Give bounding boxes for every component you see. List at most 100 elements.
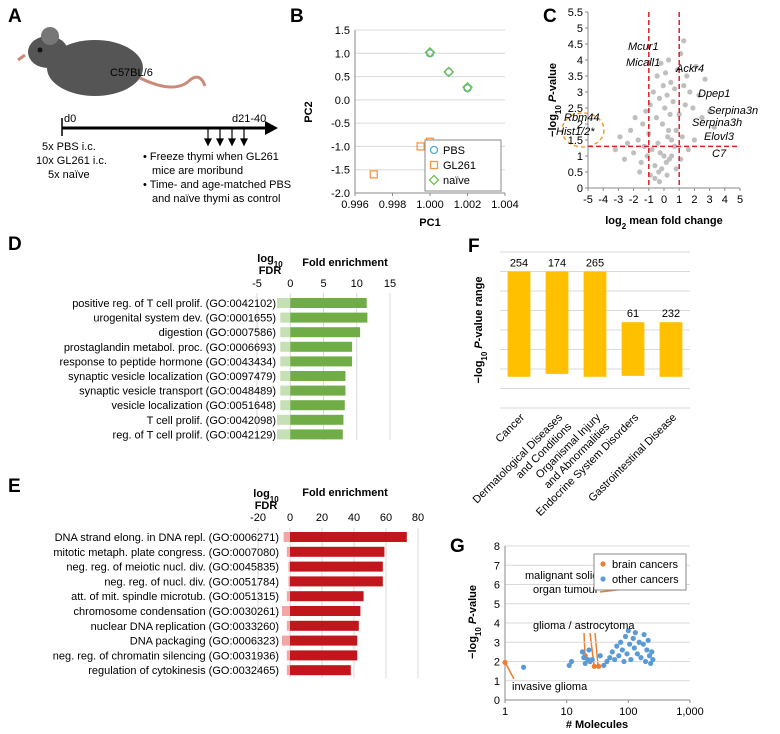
bar xyxy=(290,327,361,338)
point xyxy=(614,643,620,649)
y-tick-label: 5.5 xyxy=(568,7,583,19)
fdr-bar xyxy=(282,635,290,646)
annotation: C7 xyxy=(712,148,727,160)
category-label: nuclear DNA replication (GO:0033260) xyxy=(91,621,279,633)
x-tick-label: -3 xyxy=(614,194,624,206)
x-tick-label: 0 xyxy=(287,278,293,290)
x-tick-label: 10 xyxy=(561,706,573,718)
y-axis-title-part: 10 xyxy=(474,627,483,636)
bar xyxy=(290,312,368,323)
panel-label: E xyxy=(8,476,21,497)
bar xyxy=(290,591,364,602)
legend-marker xyxy=(600,576,606,582)
point xyxy=(646,653,653,659)
y-tick-label: 4 xyxy=(494,618,500,630)
point xyxy=(462,81,473,93)
fdr-header: FDR xyxy=(259,265,282,277)
y-tick-label: 4.5 xyxy=(568,39,583,51)
note: • Time- and age-matched PBS xyxy=(143,179,291,191)
point xyxy=(707,108,713,114)
point xyxy=(443,66,455,78)
y-axis-title-part: 10 xyxy=(554,105,563,114)
point xyxy=(662,105,668,111)
point xyxy=(664,92,670,98)
fdr-header: log10 xyxy=(253,488,279,504)
y-tick-label: 2 xyxy=(577,119,583,131)
fdr-bar xyxy=(276,414,291,425)
legend-marker xyxy=(429,160,439,170)
point xyxy=(612,656,618,663)
y-axis-title: PC2 xyxy=(303,101,315,122)
bar xyxy=(290,620,359,631)
bar xyxy=(290,650,358,661)
point xyxy=(604,658,610,665)
mouse-nose xyxy=(17,53,26,62)
bar xyxy=(290,400,345,411)
fdr-bar xyxy=(288,561,290,572)
x-tick-label: -5 xyxy=(252,278,262,290)
point xyxy=(637,169,643,175)
x-axis-title-part: mean fold change xyxy=(629,215,723,227)
category-label: neg. reg. of meiotic nucl. div. (GO:0045… xyxy=(66,562,279,574)
point xyxy=(668,79,674,85)
timeline-arrowhead xyxy=(265,121,278,135)
count-label: 265 xyxy=(586,258,604,270)
point xyxy=(652,175,658,181)
y-tick-label: 5 xyxy=(494,599,500,611)
value-header: Fold enrichment xyxy=(302,257,388,269)
fdr-bar xyxy=(286,665,290,676)
x-tick-label: -4 xyxy=(598,194,608,206)
x-tick-label: 2 xyxy=(691,194,697,206)
point xyxy=(690,105,696,111)
point xyxy=(649,649,655,655)
y-tick-label: 2 xyxy=(494,657,500,669)
bar xyxy=(290,371,346,381)
point xyxy=(659,121,666,127)
point xyxy=(645,637,651,643)
x-axis-title-part: log xyxy=(605,215,622,227)
point xyxy=(643,108,649,114)
point xyxy=(627,127,634,133)
category-label: T cell prolif. (GO:0042098) xyxy=(147,415,276,427)
point xyxy=(612,147,618,153)
y-tick-label: 1.0 xyxy=(335,48,350,60)
y-tick-label: 3 xyxy=(577,87,583,99)
point xyxy=(681,38,687,44)
category-label: regulation of cytokinesis (GO:0032465) xyxy=(88,665,279,677)
x-tick-label: 1,000 xyxy=(676,706,704,718)
point xyxy=(607,655,613,661)
x-axis-title: # Molecules xyxy=(566,719,628,731)
point xyxy=(582,660,588,667)
category-label: response to peptide hormone (GO:0043434) xyxy=(60,356,276,368)
count-label: 61 xyxy=(627,308,639,320)
x-tick-label: 40 xyxy=(348,512,360,524)
x-tick-label: 60 xyxy=(380,512,392,524)
point xyxy=(682,102,688,108)
bar xyxy=(290,546,385,557)
y-tick-label: 3 xyxy=(494,637,500,649)
point xyxy=(638,655,644,661)
x-tick-label: 0 xyxy=(661,194,667,206)
point xyxy=(444,67,453,77)
fdr-bar xyxy=(286,591,290,602)
legend-label: brain cancers xyxy=(612,559,679,571)
point xyxy=(662,70,669,76)
fdr-bar xyxy=(286,620,290,631)
fdr-bar xyxy=(280,312,291,323)
category-label: urogenital system dev. (GO:0001655) xyxy=(93,313,276,325)
arrow xyxy=(204,138,212,147)
y-tick-label: 0.0 xyxy=(335,95,350,107)
point xyxy=(656,95,663,101)
fdr-bar xyxy=(282,606,290,616)
point xyxy=(644,647,650,653)
point xyxy=(667,111,673,117)
strain: C57BL/6 xyxy=(110,67,153,79)
point xyxy=(650,656,656,663)
x-tick-label: -2 xyxy=(629,194,639,206)
y-tick-label: 4 xyxy=(577,55,583,67)
point xyxy=(596,663,602,669)
point xyxy=(711,124,717,130)
panel-label: B xyxy=(290,6,304,27)
x-tick-label-line: Cancer xyxy=(494,411,528,445)
y-tick-label: 0.5 xyxy=(568,167,583,179)
